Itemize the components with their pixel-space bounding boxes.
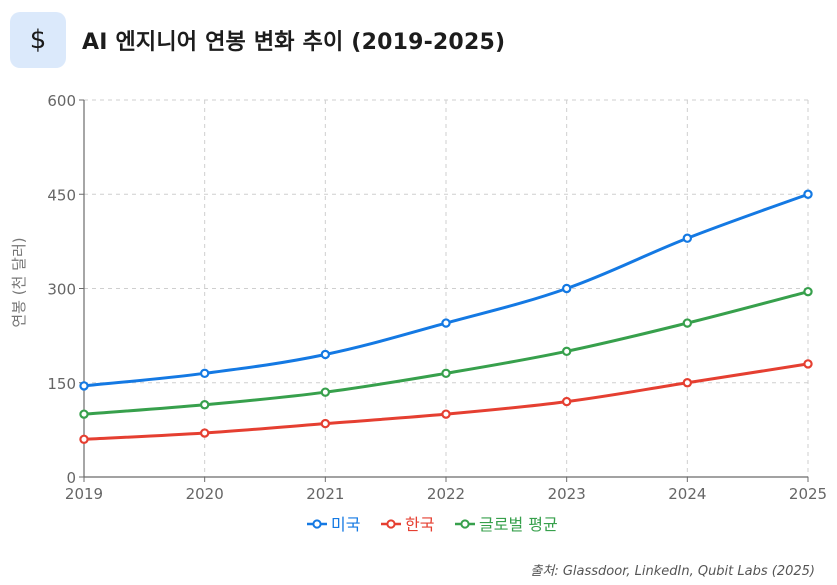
x-tick-label: 2023 — [548, 485, 586, 503]
legend-label: 한국 — [405, 515, 434, 534]
y-axis-label: 연봉 (천 달러) — [10, 237, 28, 327]
x-tick-label: 2019 — [65, 485, 103, 503]
chart-title: AI 엔지니어 연봉 변화 추이 (2019-2025) — [82, 30, 506, 55]
data-point-series-3 — [79, 409, 89, 419]
data-point-series-2 — [803, 359, 813, 369]
chart-header: $ AI 엔지니어 연봉 변화 추이 (2019-2025) — [10, 12, 505, 68]
x-tick-label: 2025 — [789, 485, 827, 503]
data-point-series-1 — [682, 233, 693, 243]
y-tick-label: 450 — [47, 186, 76, 204]
x-tick-label: 2024 — [668, 485, 706, 503]
legend-swatch-marker — [460, 519, 470, 529]
data-point-series-3 — [803, 286, 813, 297]
data-point-series-1 — [79, 381, 89, 391]
x-tick-label: 2020 — [186, 485, 224, 503]
x-tick-label: 2021 — [306, 485, 344, 503]
legend-label: 글로벌 평균 — [479, 515, 558, 534]
y-tick-label: 0 — [66, 469, 76, 487]
legend-swatch-marker — [312, 519, 322, 529]
dollar-icon: $ — [10, 12, 66, 68]
data-point-series-1 — [320, 349, 331, 360]
data-point-series-3 — [682, 318, 693, 328]
legend-label: 미국 — [331, 515, 360, 534]
data-point-series-2 — [682, 378, 693, 388]
data-point-series-3 — [561, 346, 572, 357]
data-point-series-1 — [561, 283, 572, 294]
data-point-series-1 — [803, 189, 813, 199]
x-tick-label: 2022 — [427, 485, 465, 503]
source-note: 출처: Glassdoor, LinkedIn, Qubit Labs (202… — [530, 564, 815, 579]
y-tick-label: 150 — [47, 375, 76, 393]
data-point-series-3 — [199, 400, 210, 410]
y-tick-label: 600 — [47, 92, 76, 110]
data-point-series-2 — [561, 396, 572, 407]
data-point-series-1 — [199, 368, 210, 379]
y-tick-label: 300 — [47, 281, 76, 299]
data-point-series-2 — [199, 428, 210, 438]
data-point-series-1 — [441, 318, 451, 328]
legend-swatch-marker — [386, 519, 396, 529]
data-point-series-2 — [79, 434, 89, 444]
data-point-series-2 — [320, 418, 331, 429]
data-point-series-3 — [320, 387, 331, 397]
data-point-series-2 — [441, 409, 451, 419]
data-point-series-3 — [441, 368, 451, 379]
